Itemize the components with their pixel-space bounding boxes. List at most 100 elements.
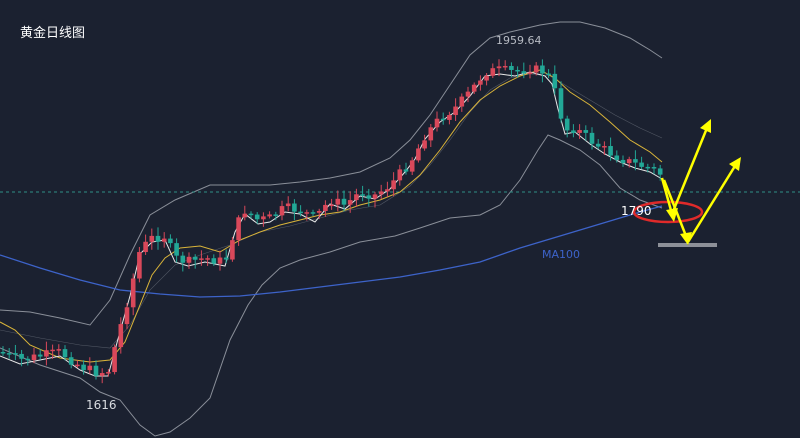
candle: [130, 273, 136, 316]
candle-body: [422, 140, 427, 149]
candle-body: [99, 373, 105, 376]
candle: [118, 317, 124, 354]
candle: [546, 69, 551, 79]
candle: [347, 191, 353, 213]
chart-title: 黄金日线图: [20, 26, 86, 41]
candle: [199, 250, 204, 266]
candle: [279, 200, 285, 221]
candle: [223, 249, 229, 264]
candle: [620, 155, 626, 167]
candle: [44, 341, 49, 366]
candle-body: [564, 118, 570, 131]
candle-body: [620, 159, 626, 164]
candle-body: [385, 189, 390, 192]
candle: [329, 198, 334, 210]
candle: [99, 368, 105, 384]
candle-body: [571, 130, 576, 133]
candle: [93, 360, 99, 380]
candle: [143, 234, 148, 255]
candle: [657, 164, 663, 181]
candle: [180, 251, 186, 272]
candle-body: [471, 84, 477, 92]
candle: [205, 255, 210, 266]
candle-body: [254, 214, 260, 220]
candle-body: [56, 349, 62, 351]
candle-body: [354, 194, 359, 201]
candle: [211, 254, 217, 266]
candle-body: [434, 118, 440, 128]
bollinger-bands: [0, 21, 663, 437]
candle-body: [87, 365, 93, 371]
candle: [502, 60, 508, 71]
candle: [515, 66, 520, 78]
candle: [75, 360, 80, 368]
candle-body: [558, 88, 564, 119]
candle: [310, 209, 316, 217]
candle-body: [453, 106, 458, 116]
candle-body: [81, 364, 86, 371]
candle-body: [310, 212, 316, 214]
candle: [124, 303, 130, 330]
candle-body: [68, 357, 74, 365]
candle-body: [329, 204, 334, 207]
candle: [447, 111, 452, 125]
candle-body: [130, 278, 136, 308]
candle-body: [31, 354, 37, 361]
candle-body: [533, 65, 539, 73]
candle: [323, 200, 328, 217]
candle: [186, 252, 192, 269]
high-price-label: 1959.64: [496, 34, 542, 47]
candle-body: [447, 115, 452, 120]
candle-body: [273, 214, 279, 216]
candle: [37, 349, 43, 360]
candle: [242, 205, 248, 221]
candle: [558, 81, 564, 123]
candle: [428, 124, 434, 147]
candle: [161, 232, 167, 248]
candle: [292, 199, 297, 221]
candle-body: [279, 206, 285, 216]
candle: [354, 188, 359, 207]
candle: [112, 344, 117, 375]
ma100-label: MA100: [542, 248, 580, 261]
candle: [304, 209, 310, 221]
candle-body: [0, 352, 6, 354]
candlesticks: [0, 59, 663, 384]
candle: [0, 346, 6, 356]
candle-body: [614, 155, 620, 160]
candle-body: [478, 80, 483, 85]
candle: [416, 144, 421, 163]
candle-body: [639, 162, 644, 167]
candle: [68, 352, 74, 369]
candle-body: [372, 194, 378, 199]
candle-body: [509, 65, 514, 70]
candle: [633, 150, 638, 171]
candle: [540, 59, 545, 83]
candle-body: [124, 307, 130, 325]
candle: [484, 73, 489, 86]
candle-body: [391, 180, 396, 190]
candle: [155, 227, 161, 250]
candle: [137, 246, 142, 283]
candle-body: [180, 255, 186, 263]
candle: [192, 254, 198, 269]
candle-body: [428, 127, 434, 141]
candle-body: [316, 211, 322, 213]
candle-body: [161, 238, 167, 242]
candle-body: [341, 198, 347, 205]
candle-body: [149, 235, 155, 242]
annotations: 1959.64 1616 1790 MA100: [86, 34, 741, 412]
candle: [602, 141, 607, 156]
candle: [248, 211, 254, 219]
candle-body: [645, 166, 651, 169]
bollinger-upper: [0, 21, 663, 326]
candle: [62, 345, 68, 361]
candle-body: [521, 71, 527, 74]
candle: [403, 162, 409, 175]
candle-body: [267, 214, 272, 217]
candle-body: [540, 65, 545, 74]
candle: [335, 190, 341, 212]
candle: [391, 172, 396, 197]
candle-body: [75, 364, 80, 367]
candle: [577, 124, 582, 139]
